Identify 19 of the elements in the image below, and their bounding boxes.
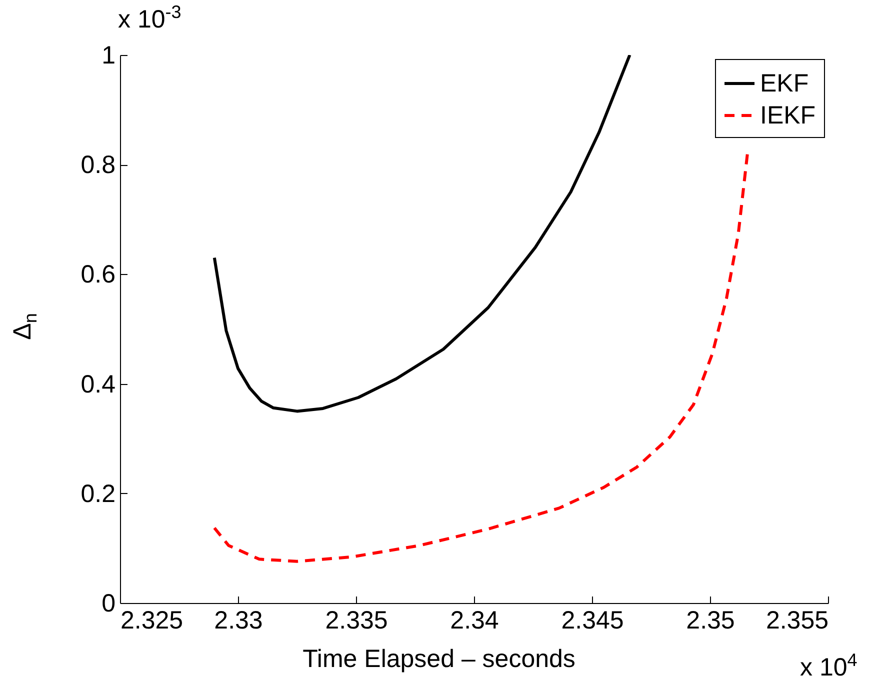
- y-tick-label: 1: [102, 42, 116, 70]
- legend-label: EKF: [760, 70, 809, 98]
- y-tick-label: 0.4: [80, 370, 116, 398]
- y-tick-label: 0: [102, 590, 116, 618]
- x-tick-label: 2.33: [214, 606, 263, 634]
- x-tick-label: 2.35: [686, 606, 735, 634]
- y-tick-label: 0.8: [80, 151, 116, 180]
- y-tick-label: 0.6: [80, 260, 116, 289]
- y-tick-label: 0.2: [80, 480, 116, 508]
- x-tick-label: 2.345: [561, 606, 624, 634]
- legend-label: IEKF: [760, 102, 816, 130]
- x-tick-label: 2.34: [450, 606, 499, 634]
- x-tick-label: 2.325: [120, 606, 184, 634]
- text: x 10$^{-3}$: [118, 2, 182, 34]
- line-series: [212, 55, 632, 413]
- text: x 10$^{4}$: [800, 650, 858, 682]
- x-tick-label: 2.355: [766, 606, 828, 634]
- x-axis-title: Time Elapsed – seconds: [302, 645, 576, 673]
- x-tick-label: 2.335: [325, 606, 388, 634]
